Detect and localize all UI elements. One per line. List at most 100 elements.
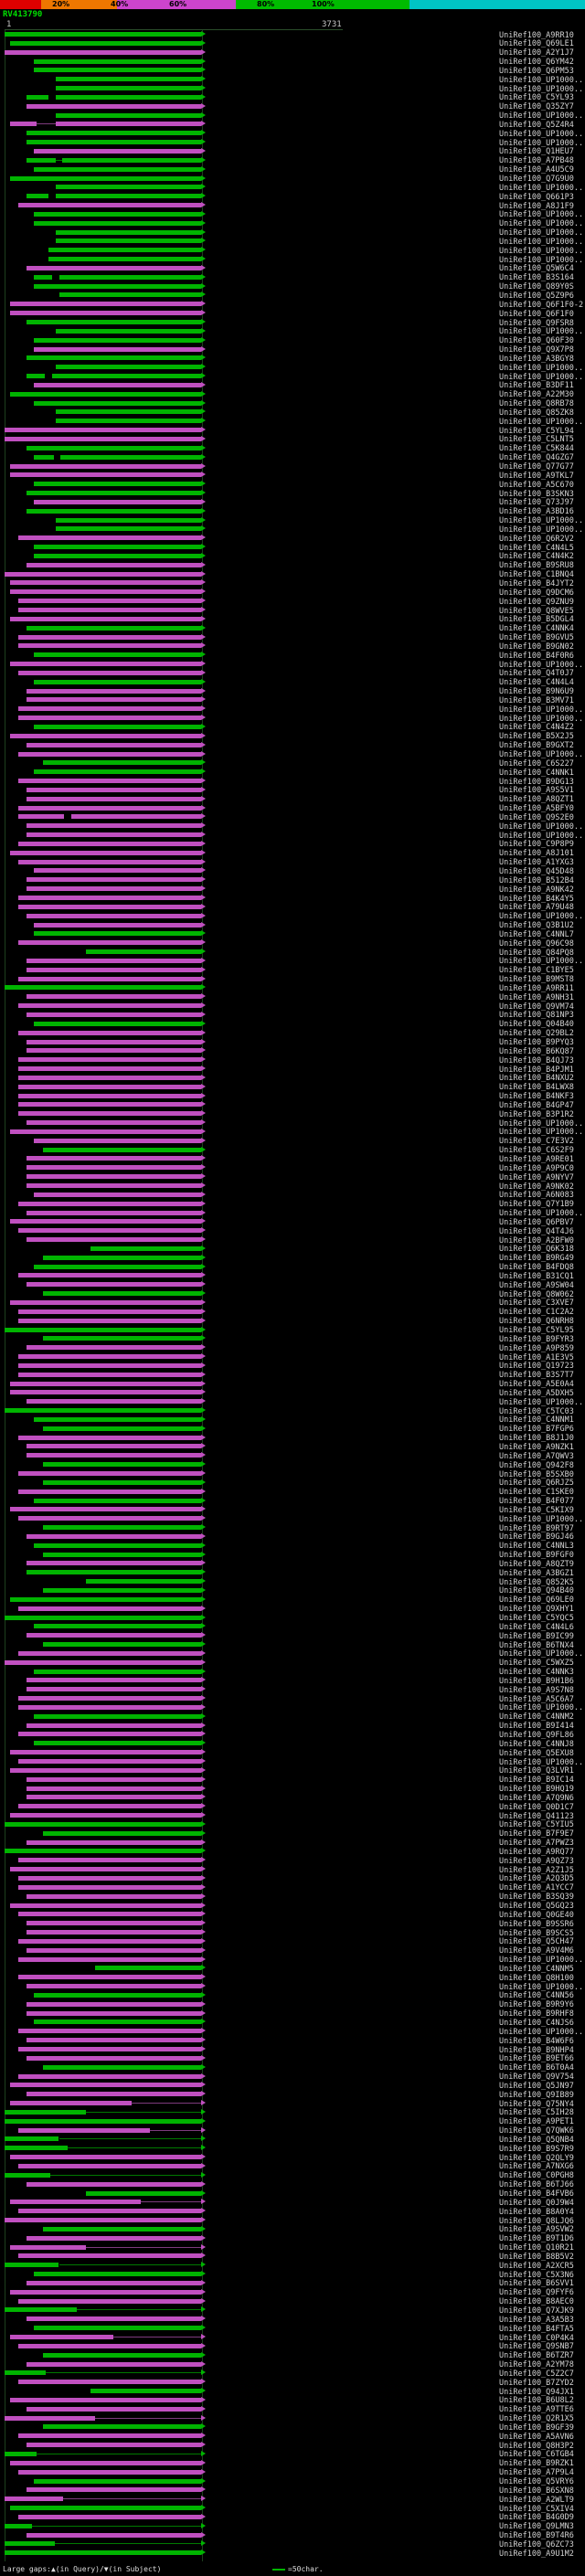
hit-label[interactable]: UniRef100_C7E3V2	[499, 1137, 574, 1147]
alignment-row[interactable]: UniRef100_UP1000...	[0, 246, 585, 256]
alignment-row[interactable]: UniRef100_UP1000...	[0, 1649, 585, 1659]
alignment-row[interactable]: UniRef100_Q89Y0S	[0, 282, 585, 292]
hit-label[interactable]: UniRef100_Q5W6C4	[499, 264, 574, 274]
alignment-row[interactable]: UniRef100_B9HQ19	[0, 1785, 585, 1794]
alignment-row[interactable]: UniRef100_A5C6A7	[0, 1694, 585, 1704]
alignment-row[interactable]: UniRef100_B9GN02	[0, 641, 585, 652]
hit-label[interactable]: UniRef100_C1BYE5	[499, 966, 574, 976]
alignment-row[interactable]: UniRef100_B9SSR6	[0, 1919, 585, 1929]
alignment-row[interactable]: UniRef100_A2Q3D5	[0, 1874, 585, 1883]
hit-label[interactable]: UniRef100_C5YIU5	[499, 1820, 574, 1830]
alignment-row[interactable]: UniRef100_Q29BL2	[0, 1029, 585, 1038]
alignment-row[interactable]: UniRef100_C4N4L5	[0, 543, 585, 553]
hit-label[interactable]: UniRef100_C4N4L4	[499, 678, 574, 688]
alignment-row[interactable]: UniRef100_Q84PQ8	[0, 948, 585, 958]
alignment-row[interactable]: UniRef100_Q0D1C7	[0, 1802, 585, 1812]
hit-label[interactable]: UniRef100_B9RG49	[499, 1254, 574, 1264]
hit-label[interactable]: UniRef100_B4JYT2	[499, 578, 574, 588]
hit-label[interactable]: UniRef100_A9NYV7	[499, 1172, 574, 1182]
alignment-row[interactable]: UniRef100_Q6PM53	[0, 66, 585, 76]
hit-label[interactable]: UniRef100_A9RR10	[499, 30, 574, 40]
hit-label[interactable]: UniRef100_Q2R1X5	[499, 2414, 574, 2424]
alignment-row[interactable]: UniRef100_C6S2F9	[0, 1146, 585, 1155]
alignment-row[interactable]: UniRef100_B4F077	[0, 1497, 585, 1506]
alignment-row[interactable]: UniRef100_B4FVB6	[0, 2189, 585, 2199]
alignment-row[interactable]: UniRef100_B9IC14	[0, 1776, 585, 1785]
hit-label[interactable]: UniRef100_B4NXU2	[499, 1074, 574, 1084]
hit-label[interactable]: UniRef100_C3XVE7	[499, 1299, 574, 1309]
hit-label[interactable]: UniRef100_B4LWX8	[499, 1083, 574, 1093]
alignment-row[interactable]: UniRef100_B9T4R6	[0, 2531, 585, 2540]
alignment-row[interactable]: UniRef100_C4NNK3	[0, 1668, 585, 1677]
alignment-row[interactable]: UniRef100_UP1000...	[0, 138, 585, 148]
alignment-row[interactable]: UniRef100_A22M30	[0, 390, 585, 399]
hit-label[interactable]: UniRef100_A2BFW0	[499, 1235, 574, 1246]
alignment-row[interactable]: UniRef100_Q942F8	[0, 1460, 585, 1470]
hit-label[interactable]: UniRef100_Q5JN97	[499, 2081, 574, 2091]
hit-label[interactable]: UniRef100_B6SXN8	[499, 2486, 574, 2496]
hit-label[interactable]: UniRef100_Q4T4J6	[499, 1226, 574, 1236]
hit-label[interactable]: UniRef100_UP1000...	[499, 1128, 585, 1138]
hit-label[interactable]: UniRef100_Q6F1F0	[499, 309, 574, 319]
alignment-row[interactable]: UniRef100_C1BYE5	[0, 966, 585, 975]
alignment-row[interactable]: UniRef100_UP1000...	[0, 1982, 585, 1992]
hit-label[interactable]: UniRef100_Q661P3	[499, 192, 574, 202]
alignment-row[interactable]: UniRef100_C5LNT5	[0, 435, 585, 444]
hit-label[interactable]: UniRef100_C5YL95	[499, 1326, 574, 1335]
alignment-row[interactable]: UniRef100_A9RE01	[0, 1154, 585, 1164]
alignment-row[interactable]: UniRef100_A2Z1J5	[0, 1865, 585, 1875]
hit-label[interactable]: UniRef100_A7PWZ3	[499, 1839, 574, 1849]
hit-label[interactable]: UniRef100_A2XCR5	[499, 2261, 574, 2271]
hit-label[interactable]: UniRef100_B4FDQ8	[499, 1263, 574, 1273]
alignment-row[interactable]: UniRef100_C5YL93	[0, 93, 585, 102]
alignment-row[interactable]: UniRef100_B6SXN8	[0, 2486, 585, 2496]
hit-label[interactable]: UniRef100_Q852K5	[499, 1577, 574, 1587]
alignment-row[interactable]: UniRef100_A8J1F9	[0, 201, 585, 211]
hit-label[interactable]: UniRef100_B4NKF3	[499, 1092, 574, 1102]
alignment-row[interactable]: UniRef100_UP1000...	[0, 957, 585, 966]
hit-label[interactable]: UniRef100_UP1000...	[499, 228, 585, 239]
hit-label[interactable]: UniRef100_A9S7N8	[499, 1685, 574, 1695]
hit-label[interactable]: UniRef100_B4FVB6	[499, 2189, 574, 2199]
hit-label[interactable]: UniRef100_B9I414	[499, 1722, 574, 1732]
hit-label[interactable]: UniRef100_B9ET66	[499, 2054, 574, 2064]
alignment-row[interactable]: UniRef100_Q1HEU7	[0, 147, 585, 156]
hit-label[interactable]: UniRef100_A3A5B3	[499, 2315, 574, 2325]
hit-label[interactable]: UniRef100_Q77G77	[499, 462, 574, 472]
hit-label[interactable]: UniRef100_B4F077	[499, 1497, 574, 1507]
alignment-row[interactable]: UniRef100_A3A5B3	[0, 2315, 585, 2325]
alignment-row[interactable]: UniRef100_UP1000...	[0, 75, 585, 85]
alignment-row[interactable]: UniRef100_Q45D48	[0, 866, 585, 876]
alignment-row[interactable]: UniRef100_UP1000...	[0, 1118, 585, 1129]
alignment-row[interactable]: UniRef100_B7FGP6	[0, 1425, 585, 1434]
hit-label[interactable]: UniRef100_B3S164	[499, 273, 574, 283]
hit-label[interactable]: UniRef100_A9TTE6	[499, 2405, 574, 2415]
hit-label[interactable]: UniRef100_B9H1B6	[499, 1676, 574, 1686]
alignment-row[interactable]: UniRef100_Q7G9U0	[0, 175, 585, 184]
alignment-row[interactable]: UniRef100_Q9V754	[0, 2072, 585, 2082]
hit-label[interactable]: UniRef100_Q9IB89	[499, 2090, 574, 2100]
alignment-row[interactable]: UniRef100_Q5QNB4	[0, 2135, 585, 2145]
alignment-row[interactable]: UniRef100_B3SKN3	[0, 489, 585, 499]
alignment-row[interactable]: UniRef100_B7ZYD2	[0, 2378, 585, 2388]
alignment-row[interactable]: UniRef100_Q0J9W4	[0, 2198, 585, 2208]
alignment-row[interactable]: UniRef100_C3XVE7	[0, 1299, 585, 1308]
alignment-row[interactable]: UniRef100_C4NNL3	[0, 1542, 585, 1551]
hit-label[interactable]: UniRef100_UP1000...	[499, 705, 585, 715]
hit-label[interactable]: UniRef100_Q9FYF6	[499, 2288, 574, 2298]
hit-label[interactable]: UniRef100_B9GN02	[499, 641, 574, 652]
alignment-row[interactable]: UniRef100_A2XCR5	[0, 2261, 585, 2271]
alignment-row[interactable]: UniRef100_UP1000...	[0, 1956, 585, 1965]
alignment-row[interactable]: UniRef100_B6TJ66	[0, 2180, 585, 2189]
hit-label[interactable]: UniRef100_A9P859	[499, 1343, 574, 1353]
hit-label[interactable]: UniRef100_B9GJ46	[499, 1532, 574, 1542]
hit-label[interactable]: UniRef100_UP1000...	[499, 219, 585, 229]
alignment-row[interactable]: UniRef100_UP1000...	[0, 831, 585, 841]
hit-label[interactable]: UniRef100_UP1000...	[499, 246, 585, 256]
hit-label[interactable]: UniRef100_C4NNM2	[499, 1712, 574, 1723]
alignment-row[interactable]: UniRef100_C1SKE0	[0, 1488, 585, 1497]
hit-label[interactable]: UniRef100_UP1000...	[499, 714, 585, 724]
alignment-row[interactable]: UniRef100_B9S7R9	[0, 2144, 585, 2154]
alignment-row[interactable]: UniRef100_A9S5V1	[0, 786, 585, 795]
alignment-row[interactable]: UniRef100_B6SVV1	[0, 2279, 585, 2288]
